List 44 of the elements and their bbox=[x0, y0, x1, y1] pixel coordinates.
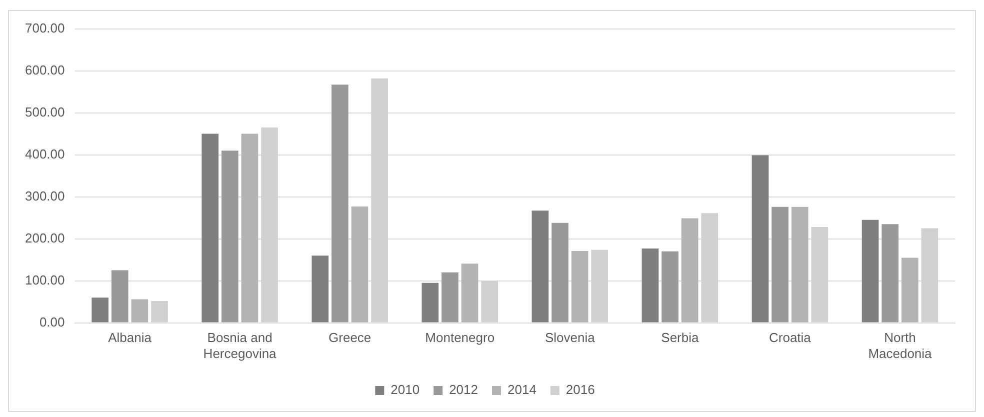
bar bbox=[221, 150, 238, 322]
bar bbox=[111, 270, 128, 322]
bar bbox=[571, 250, 588, 322]
bar bbox=[882, 224, 898, 322]
bar bbox=[312, 256, 329, 322]
x-tick-label: Serbia bbox=[661, 330, 700, 346]
bar bbox=[442, 272, 458, 322]
x-tick-label: Albania bbox=[108, 330, 152, 346]
y-tick-label: 200.00 bbox=[24, 230, 65, 246]
x-tick-label: Bosnia and Hercegovina bbox=[203, 330, 278, 361]
legend-label: 2010 bbox=[390, 382, 420, 398]
y-tick-label: 0.00 bbox=[39, 314, 65, 330]
bar bbox=[351, 206, 368, 322]
bar bbox=[332, 84, 348, 322]
y-tick-label: 300.00 bbox=[24, 188, 65, 204]
bar bbox=[752, 155, 769, 322]
bar bbox=[552, 222, 568, 322]
legend-label: 2014 bbox=[508, 382, 536, 398]
y-tick-label: 600.00 bbox=[24, 62, 65, 78]
x-tick-label: Slovenia bbox=[544, 330, 596, 346]
bar bbox=[422, 282, 439, 322]
bar bbox=[642, 248, 659, 322]
bar bbox=[92, 298, 108, 322]
y-tick-label: 400.00 bbox=[24, 146, 65, 162]
bar bbox=[862, 220, 879, 322]
bar bbox=[461, 264, 478, 322]
bar bbox=[241, 134, 258, 322]
x-tick-label: North Macedonia bbox=[868, 330, 933, 361]
bar bbox=[791, 206, 808, 322]
bar bbox=[772, 206, 788, 322]
y-tick-label: 500.00 bbox=[24, 104, 65, 120]
legend-label: 2016 bbox=[566, 382, 595, 398]
y-tick-label: 700.00 bbox=[24, 20, 65, 36]
bar bbox=[131, 299, 148, 322]
x-tick-label: Greece bbox=[328, 330, 372, 346]
bar bbox=[532, 210, 549, 322]
y-tick-label: 100.00 bbox=[24, 272, 65, 288]
bar bbox=[901, 258, 918, 322]
x-tick-label: Montenegro bbox=[425, 330, 495, 346]
x-tick-label: Croatia bbox=[768, 330, 812, 346]
bar bbox=[202, 134, 219, 322]
legend-label: 2012 bbox=[449, 382, 478, 398]
bar bbox=[662, 251, 678, 322]
bar bbox=[681, 218, 698, 322]
